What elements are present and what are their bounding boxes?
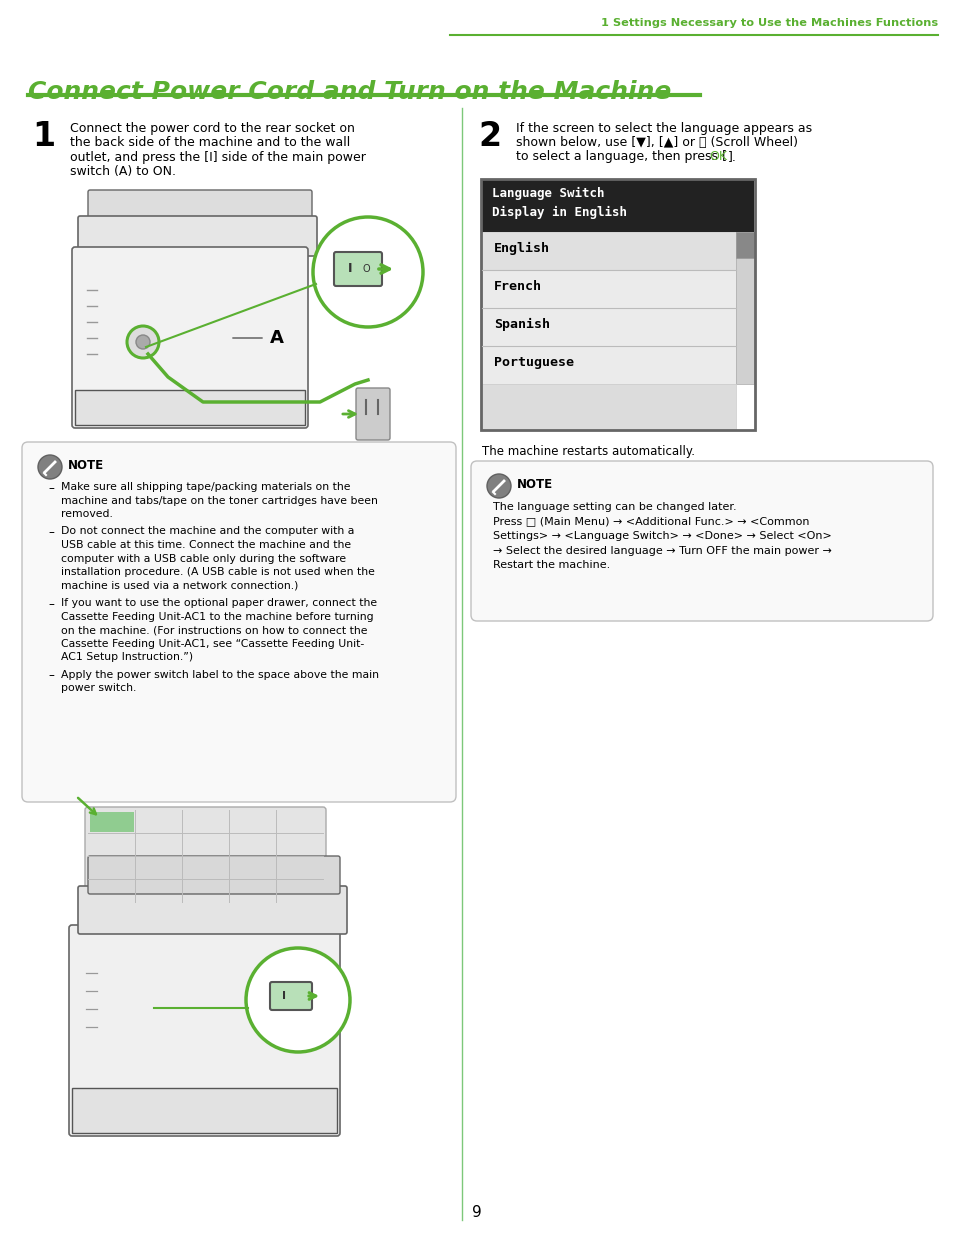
Bar: [75, 390, 305, 425]
Bar: [735, 232, 753, 384]
Text: A: A: [270, 329, 284, 347]
Bar: [481, 384, 735, 429]
Text: –: –: [48, 598, 53, 611]
Text: the back side of the machine and to the wall: the back side of the machine and to the …: [70, 137, 350, 149]
Text: switch (A) to ON.: switch (A) to ON.: [70, 165, 175, 179]
FancyBboxPatch shape: [78, 885, 347, 934]
Text: The language setting can be changed later.: The language setting can be changed late…: [493, 501, 736, 513]
Text: If you want to use the optional paper drawer, connect the
Cassette Feeding Unit-: If you want to use the optional paper dr…: [61, 598, 376, 662]
Bar: [481, 270, 735, 308]
Text: Connect Power Cord and Turn on the Machine: Connect Power Cord and Turn on the Machi…: [28, 80, 671, 104]
Text: Make sure all shipping tape/packing materials on the
machine and tabs/tape on th: Make sure all shipping tape/packing mate…: [61, 482, 377, 519]
Bar: [735, 232, 753, 258]
Bar: [481, 232, 735, 270]
Bar: [71, 1088, 336, 1132]
Text: 1 Settings Necessary to Use the Machines Functions: 1 Settings Necessary to Use the Machines…: [600, 19, 937, 28]
Text: O: O: [362, 264, 370, 274]
FancyBboxPatch shape: [71, 247, 308, 429]
Text: English: English: [494, 242, 550, 256]
Circle shape: [136, 335, 150, 350]
Text: ].: ].: [727, 149, 736, 163]
Text: –: –: [48, 482, 53, 495]
Bar: [90, 811, 133, 832]
Text: Connect the power cord to the rear socket on: Connect the power cord to the rear socke…: [70, 122, 355, 135]
Text: Language Switch: Language Switch: [492, 186, 604, 200]
Text: 1: 1: [32, 120, 55, 153]
Circle shape: [38, 454, 62, 479]
FancyBboxPatch shape: [270, 982, 312, 1010]
FancyBboxPatch shape: [355, 388, 390, 440]
Text: OK: OK: [708, 149, 726, 163]
FancyBboxPatch shape: [88, 190, 312, 224]
Text: I: I: [348, 263, 352, 275]
FancyBboxPatch shape: [334, 252, 381, 287]
Bar: [481, 180, 753, 232]
FancyBboxPatch shape: [471, 461, 932, 621]
Text: –: –: [48, 669, 53, 683]
Text: Apply the power switch label to the space above the main
power switch.: Apply the power switch label to the spac…: [61, 669, 378, 693]
FancyBboxPatch shape: [69, 925, 339, 1136]
FancyBboxPatch shape: [22, 442, 456, 802]
Text: NOTE: NOTE: [68, 459, 104, 472]
Text: 2: 2: [477, 120, 500, 153]
FancyBboxPatch shape: [78, 216, 316, 256]
Text: Settings> → <Language Switch> → <Done> → Select <On>: Settings> → <Language Switch> → <Done> →…: [493, 531, 831, 541]
Text: NOTE: NOTE: [517, 478, 553, 492]
Text: Press □ (Main Menu) → <Additional Func.> → <Common: Press □ (Main Menu) → <Additional Func.>…: [493, 516, 809, 526]
Text: → Select the desired language → Turn OFF the main power →: → Select the desired language → Turn OFF…: [493, 546, 831, 556]
Text: –: –: [48, 526, 53, 540]
Text: Restart the machine.: Restart the machine.: [493, 559, 610, 571]
Text: Display in English: Display in English: [492, 206, 626, 219]
Circle shape: [246, 948, 350, 1052]
Text: Portuguese: Portuguese: [494, 356, 574, 369]
Bar: [480, 179, 754, 430]
Bar: [481, 346, 735, 384]
Text: to select a language, then press [: to select a language, then press [: [516, 149, 726, 163]
Text: I: I: [282, 990, 286, 1002]
Text: French: French: [494, 280, 541, 293]
Text: Spanish: Spanish: [494, 317, 550, 331]
FancyBboxPatch shape: [88, 856, 339, 894]
FancyBboxPatch shape: [85, 806, 326, 905]
Text: 9: 9: [472, 1205, 481, 1220]
Bar: [481, 308, 735, 346]
Circle shape: [486, 474, 511, 498]
Circle shape: [127, 326, 159, 358]
Text: Do not connect the machine and the computer with a
USB cable at this time. Conne: Do not connect the machine and the compu…: [61, 526, 375, 590]
Text: shown below, use [▼], [▲] or Ⓢ (Scroll Wheel): shown below, use [▼], [▲] or Ⓢ (Scroll W…: [516, 136, 797, 149]
Text: outlet, and press the [I] side of the main power: outlet, and press the [I] side of the ma…: [70, 151, 366, 164]
Circle shape: [313, 217, 422, 327]
Text: The machine restarts automatically.: The machine restarts automatically.: [481, 445, 695, 458]
Text: If the screen to select the language appears as: If the screen to select the language app…: [516, 122, 811, 135]
